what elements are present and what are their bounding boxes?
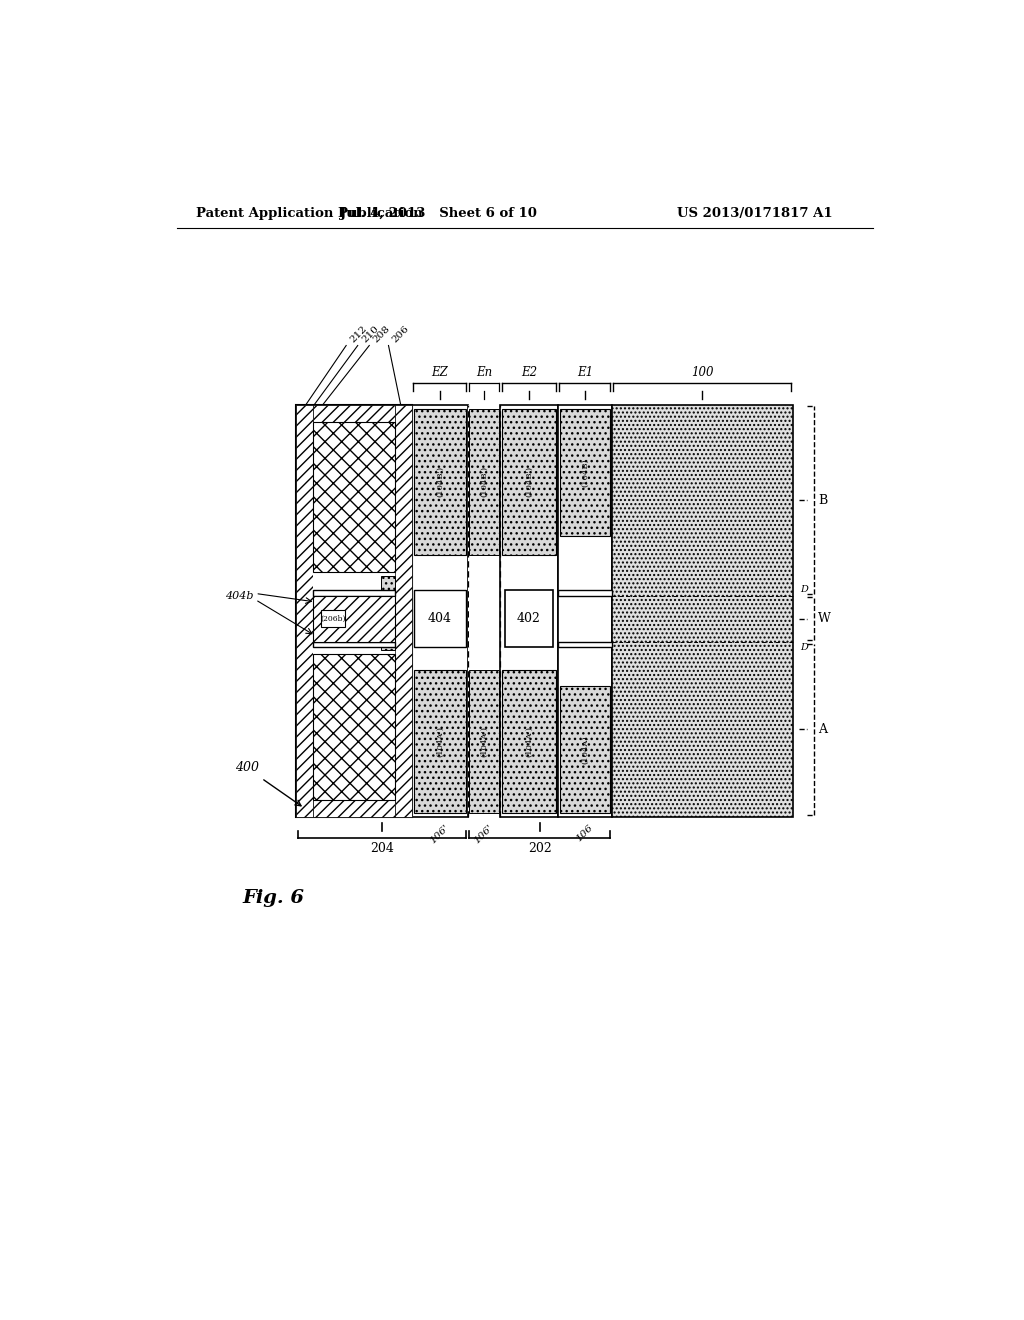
Bar	[611, 405, 793, 817]
Text: D: D	[801, 644, 808, 652]
Text: (104A): (104A)	[581, 735, 589, 764]
Bar	[313, 642, 394, 647]
Text: En: En	[476, 367, 493, 379]
Text: (104B'): (104B')	[525, 466, 534, 498]
Bar	[560, 686, 609, 813]
Text: Jul. 4, 2013   Sheet 6 of 10: Jul. 4, 2013 Sheet 6 of 10	[340, 207, 537, 220]
Text: 106': 106'	[428, 822, 451, 845]
Text: (104A'): (104A')	[436, 726, 443, 758]
Bar	[560, 409, 609, 536]
Text: A: A	[818, 723, 827, 735]
Text: 106': 106'	[473, 822, 496, 845]
Text: 206: 206	[391, 323, 412, 345]
Bar	[313, 595, 394, 642]
Bar	[296, 405, 313, 817]
Bar	[313, 800, 394, 817]
Text: 404b: 404b	[225, 591, 254, 601]
Bar	[505, 590, 553, 647]
Bar	[381, 576, 395, 630]
Text: (104A'): (104A')	[480, 726, 488, 758]
Text: Patent Application Publication: Patent Application Publication	[196, 207, 423, 220]
Bar	[469, 671, 499, 813]
Text: 106: 106	[574, 822, 595, 843]
Text: (104A'): (104A')	[525, 726, 534, 758]
Bar	[412, 405, 468, 817]
Bar	[503, 409, 556, 554]
Bar	[313, 653, 394, 800]
Bar	[321, 610, 345, 627]
Text: 402: 402	[517, 612, 541, 626]
Bar	[313, 422, 394, 800]
Bar	[313, 422, 394, 572]
Bar	[503, 671, 556, 813]
Text: D: D	[801, 585, 808, 594]
Bar	[469, 590, 499, 647]
Bar	[296, 405, 412, 817]
Text: 400: 400	[236, 762, 259, 775]
Bar	[414, 590, 466, 647]
Text: B: B	[818, 494, 827, 507]
Text: (104B'): (104B')	[436, 466, 443, 498]
Bar	[381, 599, 395, 649]
Bar	[414, 671, 466, 813]
Text: E2: E2	[521, 367, 538, 379]
Text: 210: 210	[360, 323, 381, 345]
Bar	[313, 405, 394, 422]
Bar	[469, 409, 499, 554]
Text: (206b): (206b)	[321, 615, 346, 623]
Bar	[313, 590, 394, 595]
Text: 212: 212	[348, 323, 369, 345]
Text: (104B'): (104B')	[480, 466, 488, 498]
Text: 100: 100	[691, 367, 714, 379]
Text: 202: 202	[528, 842, 552, 855]
Bar	[558, 642, 611, 647]
Bar	[414, 409, 466, 554]
Text: E1: E1	[577, 367, 593, 379]
Bar	[394, 405, 412, 817]
Text: EZ: EZ	[431, 367, 449, 379]
Text: 404: 404	[428, 612, 452, 626]
Text: W: W	[818, 612, 831, 626]
Text: 208: 208	[372, 323, 392, 345]
Bar	[558, 405, 611, 817]
Text: US 2013/0171817 A1: US 2013/0171817 A1	[677, 207, 833, 220]
Bar	[558, 590, 611, 595]
Text: 204: 204	[370, 842, 394, 855]
Text: (104B): (104B)	[581, 458, 589, 487]
Bar	[500, 405, 558, 817]
Bar	[468, 405, 500, 817]
Text: Fig. 6: Fig. 6	[243, 888, 304, 907]
